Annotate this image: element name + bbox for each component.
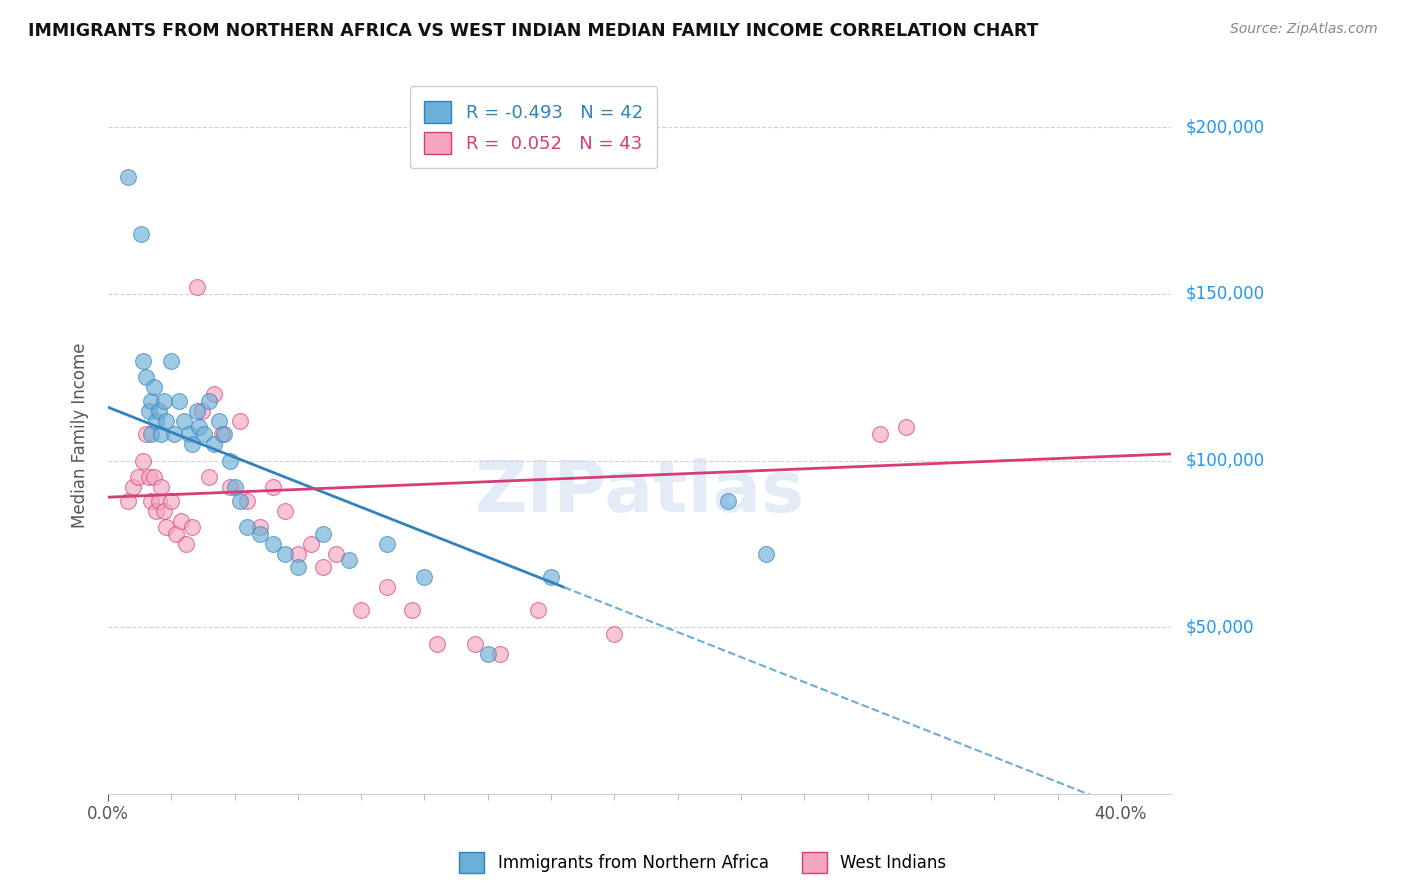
Point <box>198 393 221 408</box>
Point <box>139 426 162 441</box>
Text: $100,000: $100,000 <box>1185 451 1264 469</box>
Point <box>228 493 250 508</box>
Point <box>138 470 160 484</box>
Point <box>350 603 373 617</box>
Point <box>160 493 183 508</box>
Text: $200,000: $200,000 <box>1185 119 1264 136</box>
Point <box>117 170 139 185</box>
Point <box>401 603 423 617</box>
Point <box>249 526 271 541</box>
Point <box>211 426 233 441</box>
Point <box>224 480 246 494</box>
Point <box>163 426 186 441</box>
Point <box>198 470 221 484</box>
Point <box>262 537 284 551</box>
Point <box>489 647 512 661</box>
Text: IMMIGRANTS FROM NORTHERN AFRICA VS WEST INDIAN MEDIAN FAMILY INCOME CORRELATION : IMMIGRANTS FROM NORTHERN AFRICA VS WEST … <box>28 22 1039 40</box>
Point <box>132 353 155 368</box>
Point <box>236 520 259 534</box>
Point <box>218 453 240 467</box>
Point <box>148 493 170 508</box>
Text: $50,000: $50,000 <box>1185 618 1254 636</box>
Point <box>186 403 208 417</box>
Point <box>142 380 165 394</box>
Point <box>236 493 259 508</box>
Point <box>148 403 170 417</box>
Point <box>426 637 449 651</box>
Point <box>193 426 215 441</box>
Point <box>152 503 174 517</box>
Point <box>312 560 335 574</box>
Point <box>325 547 347 561</box>
Point <box>186 280 208 294</box>
Point <box>312 526 335 541</box>
Point <box>413 570 436 584</box>
Point <box>127 470 149 484</box>
Point <box>150 480 173 494</box>
Point <box>176 537 198 551</box>
Point <box>218 480 240 494</box>
Point <box>132 453 155 467</box>
Point <box>208 413 231 427</box>
Point <box>129 227 152 241</box>
Point <box>142 470 165 484</box>
Point <box>135 370 157 384</box>
Point <box>274 503 297 517</box>
Point <box>375 580 398 594</box>
Point <box>155 413 177 427</box>
Point <box>173 413 195 427</box>
Point <box>152 393 174 408</box>
Point <box>869 426 891 441</box>
Text: ZIPatlas: ZIPatlas <box>475 458 804 527</box>
Point <box>139 393 162 408</box>
Point <box>202 437 225 451</box>
Text: $150,000: $150,000 <box>1185 285 1264 303</box>
Point <box>540 570 562 584</box>
Point <box>337 553 360 567</box>
Point <box>139 493 162 508</box>
Legend: Immigrants from Northern Africa, West Indians: Immigrants from Northern Africa, West In… <box>453 846 953 880</box>
Point <box>180 520 202 534</box>
Point <box>117 493 139 508</box>
Point <box>228 413 250 427</box>
Legend: R = -0.493   N = 42, R =  0.052   N = 43: R = -0.493 N = 42, R = 0.052 N = 43 <box>409 87 657 169</box>
Text: Source: ZipAtlas.com: Source: ZipAtlas.com <box>1230 22 1378 37</box>
Point <box>177 426 200 441</box>
Point <box>138 403 160 417</box>
Point <box>150 426 173 441</box>
Point <box>299 537 322 551</box>
Point <box>287 560 309 574</box>
Point <box>202 387 225 401</box>
Point <box>274 547 297 561</box>
Point <box>527 603 550 617</box>
Point <box>145 503 167 517</box>
Point <box>249 520 271 534</box>
Point <box>262 480 284 494</box>
Y-axis label: Median Family Income: Median Family Income <box>72 343 89 528</box>
Point <box>167 393 190 408</box>
Point <box>165 526 187 541</box>
Point <box>477 647 499 661</box>
Point <box>160 353 183 368</box>
Point <box>180 437 202 451</box>
Point <box>170 514 193 528</box>
Point <box>464 637 486 651</box>
Point <box>155 520 177 534</box>
Point <box>135 426 157 441</box>
Point <box>145 413 167 427</box>
Point <box>214 426 236 441</box>
Point <box>122 480 145 494</box>
Point <box>755 547 778 561</box>
Point <box>375 537 398 551</box>
Point <box>190 403 212 417</box>
Point <box>603 627 626 641</box>
Point <box>287 547 309 561</box>
Point <box>894 420 917 434</box>
Point <box>717 493 740 508</box>
Point <box>188 420 211 434</box>
